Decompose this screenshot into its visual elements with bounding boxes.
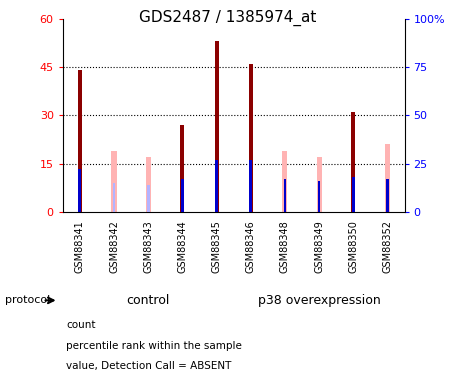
Bar — [386, 179, 389, 212]
Bar — [282, 151, 287, 212]
Bar — [352, 177, 355, 212]
Text: GSM88352: GSM88352 — [382, 220, 392, 273]
Text: p38 overexpression: p38 overexpression — [258, 294, 380, 307]
Bar — [284, 179, 286, 212]
Text: control: control — [126, 294, 170, 307]
Bar — [249, 64, 253, 212]
Bar — [112, 151, 117, 212]
Bar — [318, 181, 320, 212]
Text: value, Detection Call = ABSENT: value, Detection Call = ABSENT — [66, 362, 232, 371]
Text: GSM88348: GSM88348 — [280, 220, 290, 273]
Bar — [79, 170, 81, 212]
Text: protocol: protocol — [5, 296, 50, 305]
Bar — [284, 183, 286, 212]
Bar — [385, 144, 390, 212]
Bar — [214, 41, 219, 212]
Bar — [351, 112, 355, 212]
Bar — [113, 183, 115, 212]
Bar — [180, 125, 185, 212]
Text: GSM88343: GSM88343 — [143, 220, 153, 273]
Bar — [181, 179, 184, 212]
Text: GSM88345: GSM88345 — [212, 220, 222, 273]
Bar — [317, 157, 322, 212]
Text: GSM88341: GSM88341 — [75, 220, 85, 273]
Text: GSM88349: GSM88349 — [314, 220, 324, 273]
Text: GSM88346: GSM88346 — [246, 220, 256, 273]
Text: GSM88344: GSM88344 — [177, 220, 187, 273]
Text: GSM88350: GSM88350 — [348, 220, 359, 273]
Text: GDS2487 / 1385974_at: GDS2487 / 1385974_at — [139, 9, 317, 26]
Bar — [146, 157, 151, 212]
Bar — [249, 160, 252, 212]
Bar — [318, 185, 320, 212]
Bar — [215, 160, 218, 212]
Text: count: count — [66, 320, 96, 330]
Text: percentile rank within the sample: percentile rank within the sample — [66, 341, 242, 351]
Text: GSM88342: GSM88342 — [109, 220, 119, 273]
Bar — [78, 70, 82, 212]
Bar — [147, 185, 150, 212]
Bar — [386, 181, 389, 212]
